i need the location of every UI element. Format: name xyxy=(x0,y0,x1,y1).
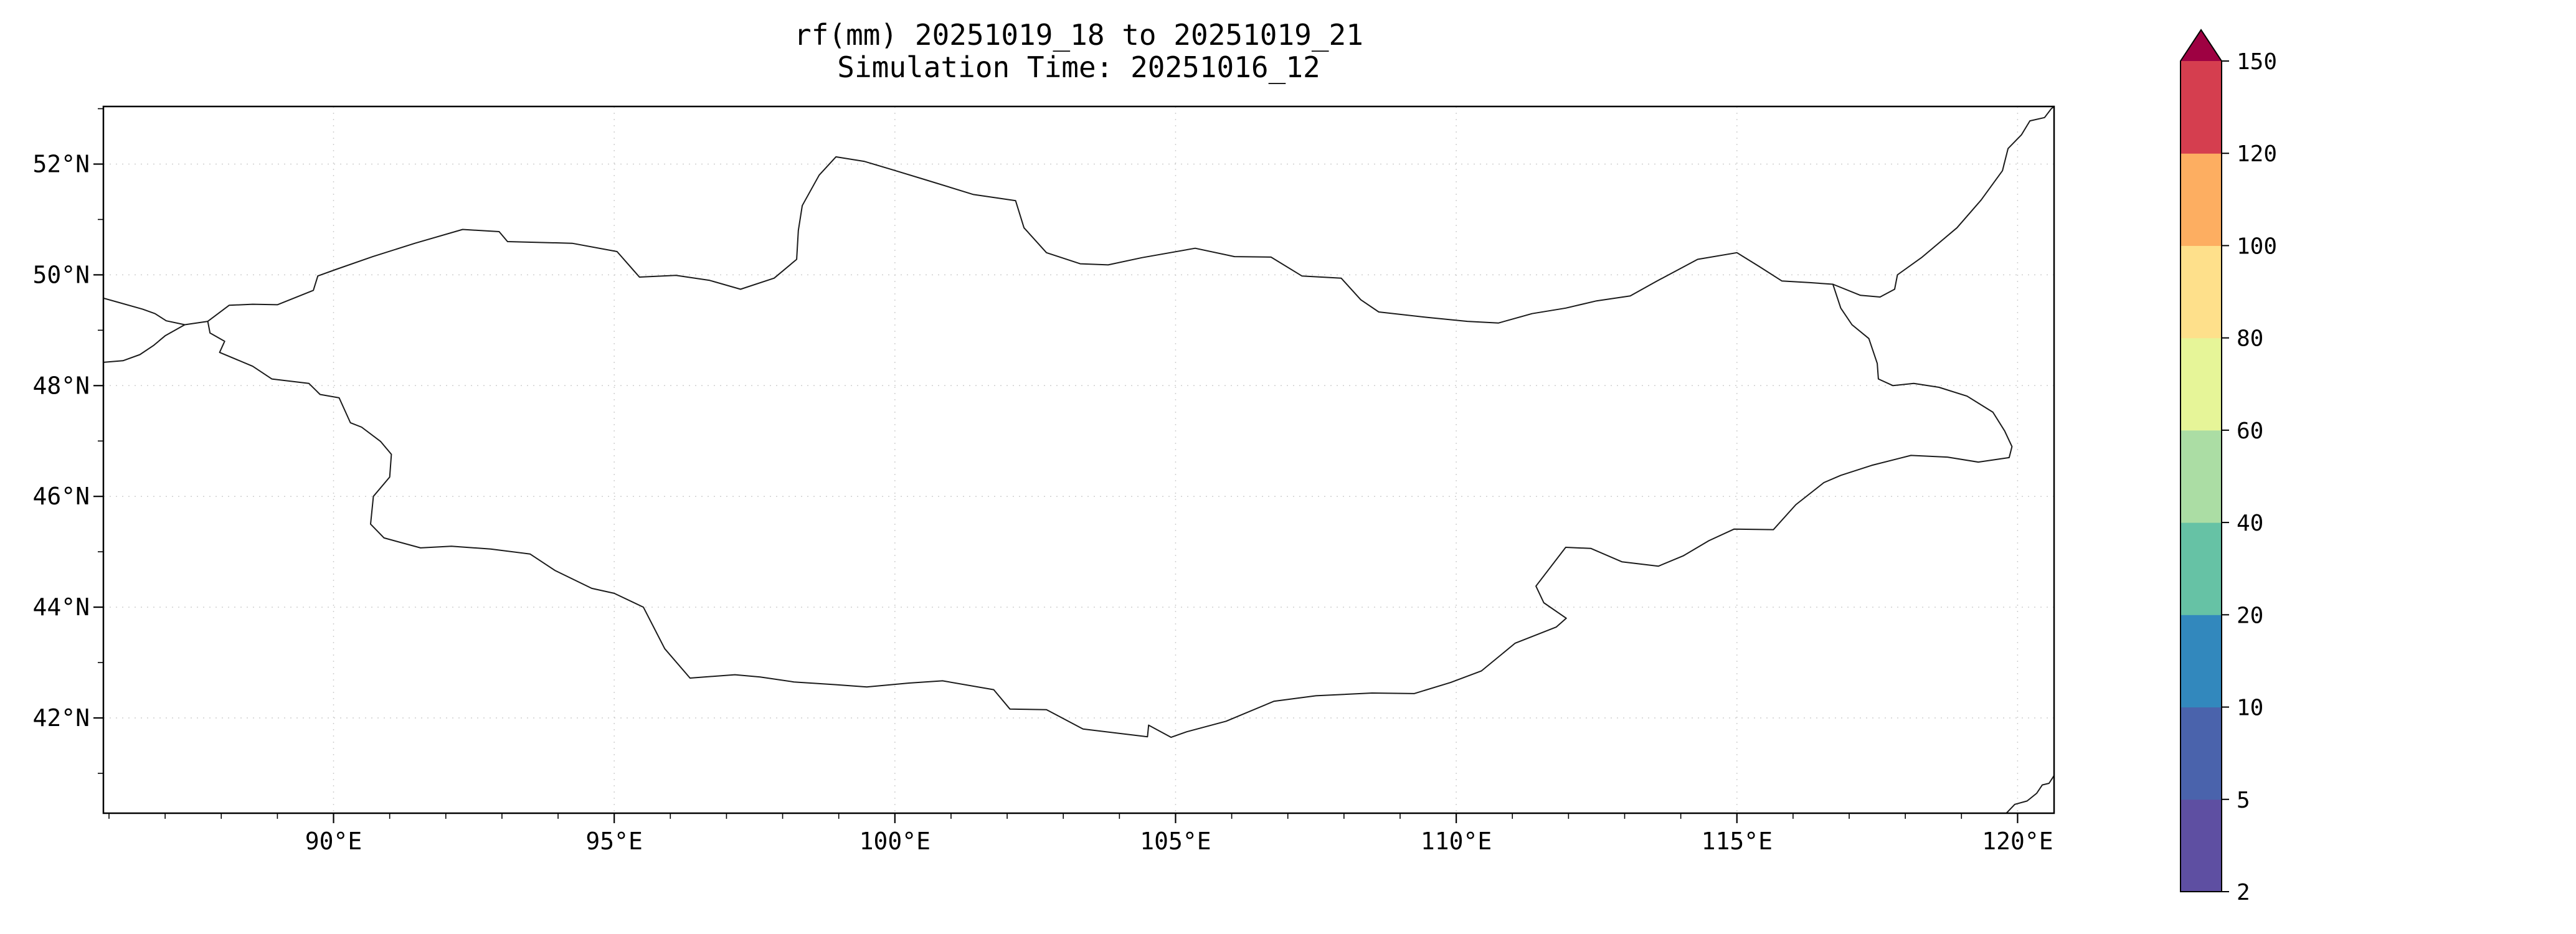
colorbar-tick-label: 100 xyxy=(2237,234,2277,259)
x-tick-label: 90°E xyxy=(305,828,362,855)
plot-title: rf(mm) 20251019_18 to 20251019_21 Simula… xyxy=(103,19,2054,83)
x-tick-label: 95°E xyxy=(585,828,643,855)
colorbar-segment xyxy=(2181,430,2222,523)
colorbar-segment xyxy=(2181,615,2222,708)
mongolia-border-outline xyxy=(207,156,2013,738)
axes-frame xyxy=(102,105,2055,814)
colorbar-tick-label: 150 xyxy=(2237,49,2277,75)
x-tick-label: 100°E xyxy=(859,828,930,855)
colorbar-extend-arrow xyxy=(2181,30,2222,61)
colorbar-segment xyxy=(2181,522,2222,615)
russia-china-border-west-outline xyxy=(184,321,209,326)
colorbar-tick-label: 60 xyxy=(2237,418,2263,444)
colorbar-tick-label: 5 xyxy=(2237,788,2250,813)
colorbar-tick-label: 20 xyxy=(2237,603,2263,628)
kazakhstan-china-border-outline xyxy=(103,324,186,363)
russia-china-border-argun-outline xyxy=(1832,106,2054,298)
y-tick-label: 50°N xyxy=(32,261,90,288)
plot-title-line1: rf(mm) 20251019_18 to 20251019_21 xyxy=(794,18,1363,52)
colorbar-tick-label: 80 xyxy=(2237,326,2263,352)
colorbar-tick-label: 40 xyxy=(2237,511,2263,536)
colorbar-segment xyxy=(2181,799,2222,892)
x-tick-label: 120°E xyxy=(1982,828,2053,855)
colorbar-segment xyxy=(2181,245,2222,339)
y-tick-label: 44°N xyxy=(32,593,90,621)
kazakhstan-russia-border-outline xyxy=(103,297,186,326)
colorbar-segment xyxy=(2181,707,2222,800)
y-tick-label: 46°N xyxy=(32,483,90,510)
plot-area xyxy=(103,106,2054,813)
colorbar-segment xyxy=(2181,153,2222,246)
plot-title-line2: Simulation Time: 20251016_12 xyxy=(837,50,1320,84)
y-tick-label: 48°N xyxy=(32,372,90,399)
y-tick-label: 52°N xyxy=(32,151,90,178)
colorbar-tick-label: 10 xyxy=(2237,696,2263,721)
colorbar-segment xyxy=(2181,337,2222,431)
colorbar-outline xyxy=(2180,29,2222,892)
x-tick-label: 115°E xyxy=(1702,828,1773,855)
x-tick-label: 105°E xyxy=(1140,828,1211,855)
colorbar-tick-label: 2 xyxy=(2237,880,2250,905)
colorbar-tick-label: 120 xyxy=(2237,141,2277,167)
bohai-coastline-outline xyxy=(2005,775,2054,813)
x-tick-label: 110°E xyxy=(1421,828,1492,855)
colorbar-segment xyxy=(2181,61,2222,154)
y-tick-label: 42°N xyxy=(32,704,90,732)
